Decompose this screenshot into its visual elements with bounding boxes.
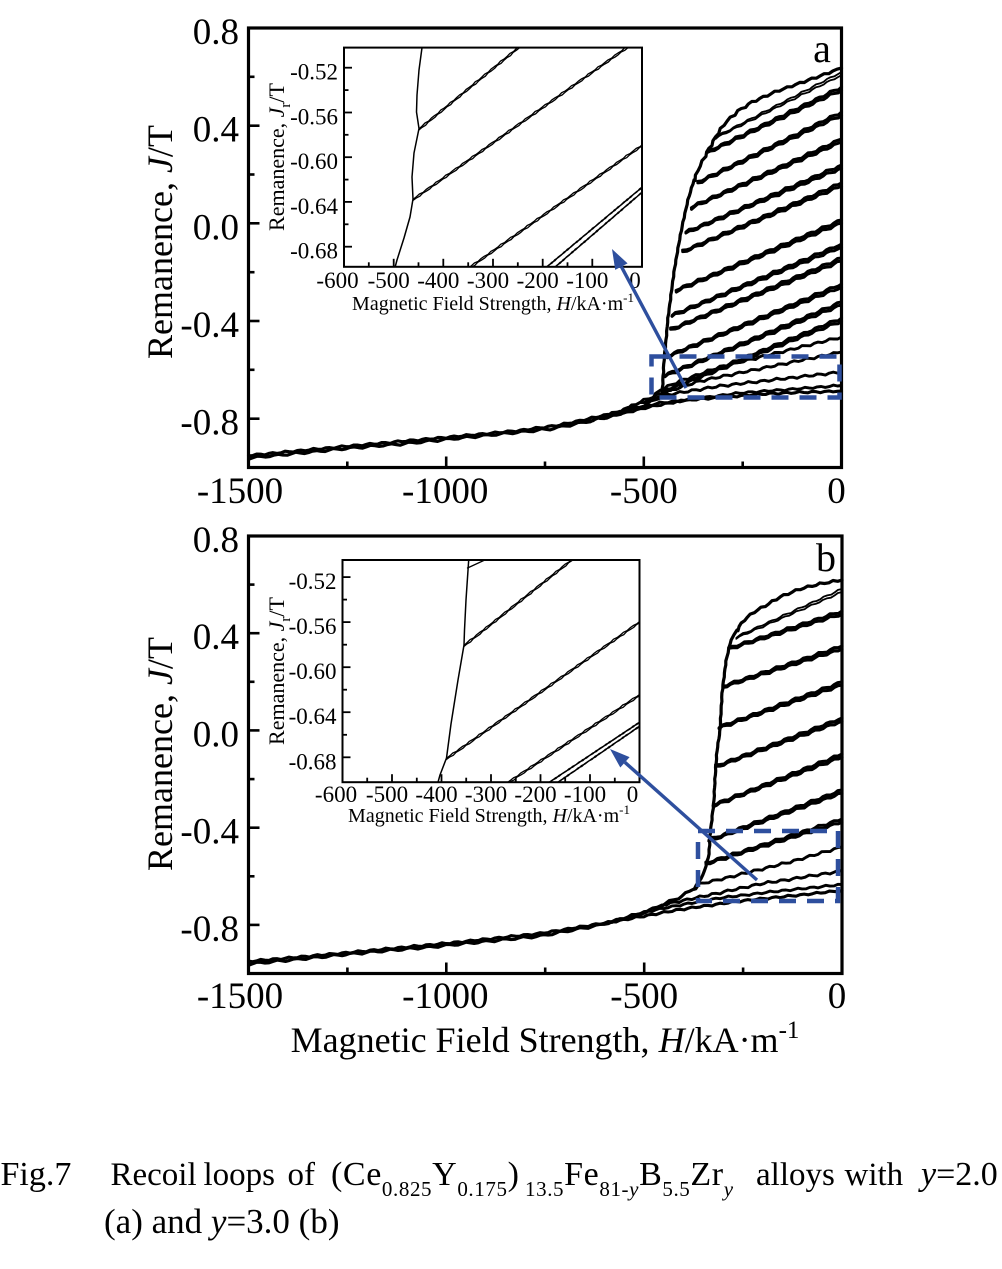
svg-text:-200: -200 (514, 782, 556, 807)
svg-text:Magnetic Field Strength, H/kA·: Magnetic Field Strength, H/kA·m-1 (352, 290, 634, 315)
svg-text:0: 0 (827, 471, 846, 512)
svg-text:-1000: -1000 (402, 976, 488, 1017)
svg-text:of: of (288, 1157, 316, 1193)
svg-text:0.8: 0.8 (193, 12, 239, 53)
svg-text:Remanence, J/T: Remanence, J/T (140, 125, 180, 359)
svg-text:b: b (816, 535, 836, 580)
svg-text:Fig.7: Fig.7 (1, 1156, 72, 1193)
svg-text:-500: -500 (610, 471, 678, 512)
svg-text:-1500: -1500 (197, 976, 283, 1017)
svg-text:-0.56: -0.56 (290, 105, 338, 130)
svg-text:-0.56: -0.56 (289, 614, 337, 639)
svg-text:-0.4: -0.4 (180, 305, 239, 346)
svg-text:-0.4: -0.4 (180, 812, 239, 853)
svg-text:-400: -400 (415, 782, 457, 807)
svg-text:-1000: -1000 (402, 471, 488, 512)
svg-text:-300: -300 (467, 268, 509, 293)
svg-text:Magnetic Field Strength, H/kA·: Magnetic Field Strength, H/kA·m-1 (348, 802, 630, 827)
svg-text:0: 0 (627, 782, 639, 807)
svg-text:y=2.0: y=2.0 (918, 1156, 998, 1193)
svg-text:-500: -500 (366, 782, 408, 807)
svg-text:-300: -300 (465, 782, 507, 807)
svg-text:-0.68: -0.68 (290, 239, 338, 264)
svg-text:Recoil: Recoil (111, 1157, 197, 1193)
svg-text:0.4: 0.4 (193, 110, 239, 151)
svg-text:with: with (845, 1157, 904, 1193)
svg-text:Magnetic Field Strength, H/kA·: Magnetic Field Strength, H/kA·m-1 (291, 1017, 800, 1060)
svg-text:0.8: 0.8 (193, 520, 239, 561)
svg-text:-0.64: -0.64 (289, 704, 337, 729)
svg-text:-400: -400 (417, 268, 459, 293)
svg-text:0.0: 0.0 (193, 207, 239, 248)
svg-text:-0.68: -0.68 (289, 749, 337, 774)
svg-text:-100: -100 (564, 782, 606, 807)
svg-text:0.4: 0.4 (193, 617, 239, 658)
svg-text:-1500: -1500 (197, 471, 283, 512)
svg-text:-600: -600 (316, 268, 358, 293)
svg-text:-0.60: -0.60 (289, 659, 337, 684)
svg-text:0.0: 0.0 (193, 714, 239, 755)
svg-text:-500: -500 (368, 268, 410, 293)
svg-text:-200: -200 (517, 268, 559, 293)
svg-text:0: 0 (629, 268, 641, 293)
svg-text:alloys: alloys (756, 1157, 835, 1193)
svg-text:a: a (813, 26, 831, 71)
svg-text:loops: loops (204, 1157, 276, 1193)
svg-text:-0.52: -0.52 (290, 60, 338, 85)
svg-text:0: 0 (828, 976, 847, 1017)
svg-text:-0.8: -0.8 (180, 909, 239, 950)
svg-text:-100: -100 (566, 268, 608, 293)
svg-text:Remanence, J/T: Remanence, J/T (140, 637, 180, 871)
svg-text:-0.8: -0.8 (180, 403, 239, 444)
svg-text:-500: -500 (610, 976, 678, 1017)
svg-text:(a) and y=3.0 (b): (a) and y=3.0 (b) (104, 1202, 340, 1241)
svg-text:-600: -600 (315, 782, 357, 807)
svg-text:-0.52: -0.52 (289, 569, 337, 594)
svg-text:-0.64: -0.64 (290, 194, 338, 219)
svg-text:-0.60: -0.60 (290, 149, 338, 174)
